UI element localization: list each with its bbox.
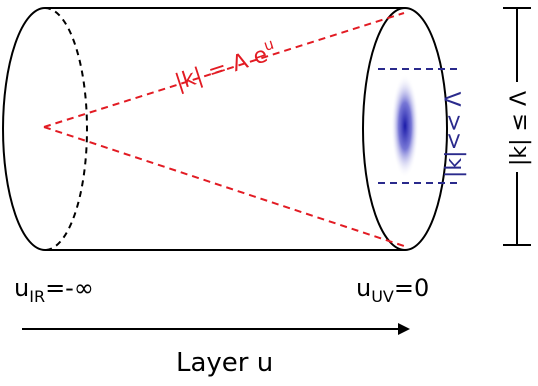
cone-formula: |k| = Λ eu	[171, 35, 280, 96]
u-uv-value: =0	[394, 274, 429, 302]
u-ir-sub: IR	[29, 287, 45, 306]
u-uv-label: uUV=0	[356, 274, 429, 306]
cylinder	[2, 7, 448, 251]
right-formula: |k| ≤ Λ	[507, 91, 532, 166]
cylinder-right-face	[362, 7, 448, 251]
axis-label: Layer u	[176, 348, 273, 378]
u-uv-base: u	[356, 274, 371, 302]
blue-formula: |k|<< Λ	[442, 92, 467, 178]
blue-blob	[391, 74, 419, 178]
u-ir-base: u	[14, 274, 29, 302]
u-uv-sub: UV	[371, 287, 394, 306]
cone-formula-main: |k| = Λ e	[172, 42, 271, 95]
cylinder-left-back-arc	[44, 7, 88, 251]
cylinder-left-front-arc	[2, 7, 46, 251]
cone-lower-line	[43, 126, 405, 247]
u-ir-value: =-∞	[45, 274, 94, 302]
right-bracket	[503, 7, 531, 246]
cone-lines	[43, 12, 405, 247]
u-ir-label: uIR=-∞	[14, 274, 94, 306]
cone-upper-line	[43, 12, 405, 128]
